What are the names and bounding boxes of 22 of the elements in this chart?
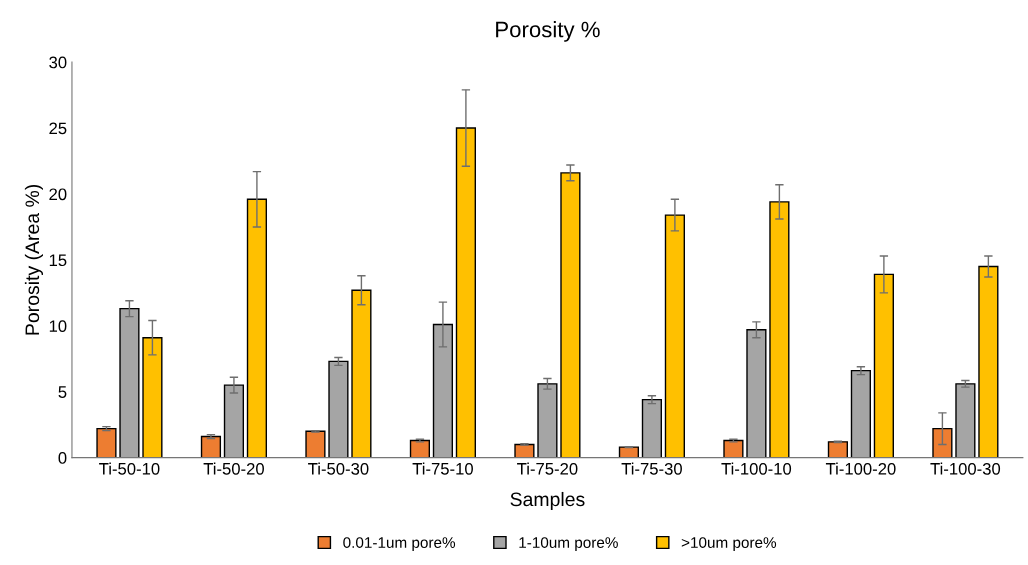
y-tick-label: 0 xyxy=(58,452,67,464)
legend-label: 1-10um pore% xyxy=(519,537,618,551)
y-tick-label: 10 xyxy=(49,320,67,333)
y-tick-label: 30 xyxy=(49,56,67,69)
x-tick-label: Ti-75-10 xyxy=(412,462,473,475)
y-axis-title: Porosity (Area %) xyxy=(24,184,44,335)
y-tick-label: 25 xyxy=(49,122,67,135)
x-tick-label: Ti-50-10 xyxy=(99,462,160,475)
y-tick-label: 5 xyxy=(58,386,67,398)
x-tick-label: Ti-75-20 xyxy=(517,462,578,475)
y-tick-label: 20 xyxy=(49,188,67,201)
legend-label: 0.01-1um pore% xyxy=(343,537,456,551)
x-tick-label: Ti-100-10 xyxy=(721,462,792,475)
legend-label: >10um pore% xyxy=(681,537,777,551)
x-tick-label: Ti-75-30 xyxy=(621,462,682,475)
x-tick-label: Ti-100-30 xyxy=(930,462,1001,475)
y-tick-label: 15 xyxy=(49,254,67,267)
x-tick-label: Ti-50-20 xyxy=(203,462,264,475)
x-axis-title: Samples xyxy=(510,491,585,511)
x-tick-label: Ti-50-30 xyxy=(308,462,369,475)
x-tick-label: Ti-100-20 xyxy=(825,462,896,475)
chart-title: Porosity % xyxy=(496,21,600,42)
